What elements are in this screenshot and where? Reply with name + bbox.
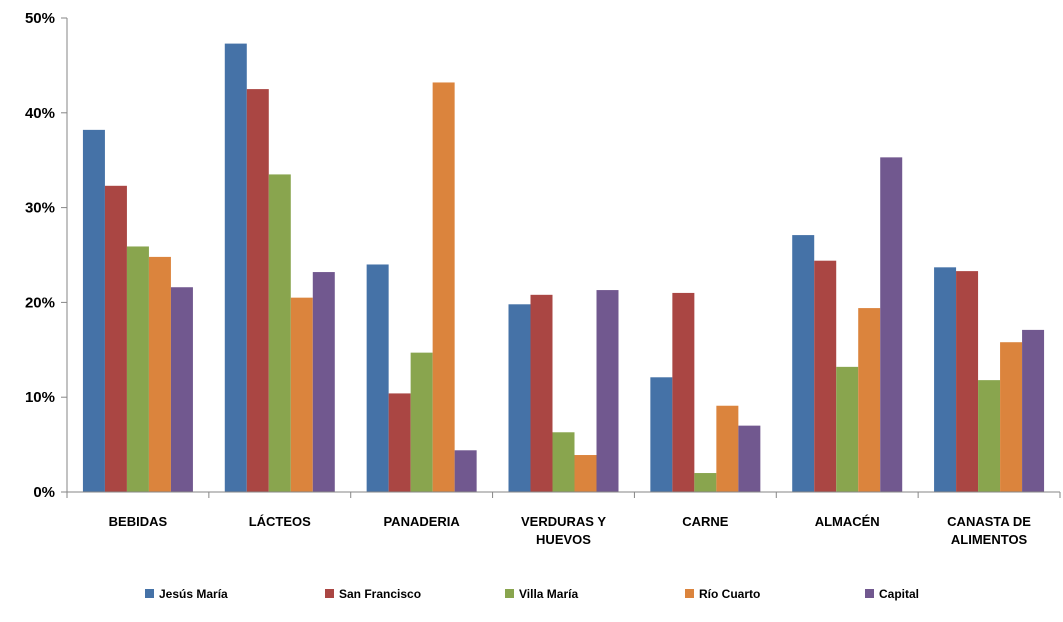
legend-label: Capital xyxy=(879,587,919,601)
bar xyxy=(694,473,717,492)
bar xyxy=(170,287,193,492)
legend-label: Villa María xyxy=(519,587,578,601)
legend-item: Villa María xyxy=(505,587,578,601)
bar xyxy=(934,267,957,492)
y-tick-label: 50% xyxy=(25,10,55,27)
bar xyxy=(596,290,619,492)
bars xyxy=(82,43,1045,493)
x-category-label: ALMACÉN xyxy=(815,514,880,529)
bar xyxy=(454,450,477,492)
bar xyxy=(956,271,979,492)
bar xyxy=(738,425,761,492)
bar xyxy=(1000,342,1023,492)
bar xyxy=(410,352,433,492)
bar xyxy=(312,272,335,492)
y-tick-label: 0% xyxy=(33,484,55,501)
y-tick-label: 20% xyxy=(25,294,55,311)
bar xyxy=(126,246,149,492)
legend-label: Río Cuarto xyxy=(699,587,760,601)
bar xyxy=(290,297,313,492)
bar xyxy=(650,377,673,492)
bar xyxy=(836,366,859,492)
legend-label: San Francisco xyxy=(339,587,421,601)
y-tick-label: 30% xyxy=(25,200,55,217)
bar xyxy=(432,82,455,493)
legend-swatch xyxy=(325,589,334,598)
bar xyxy=(978,380,1001,492)
bar xyxy=(552,432,575,492)
x-category-label: CANASTA DE ALIMENTOS xyxy=(947,514,1031,547)
legend-swatch xyxy=(145,589,154,598)
bar xyxy=(814,260,837,492)
y-axis: 0% 10% 20% 30% 40% 50% xyxy=(25,10,68,501)
bar xyxy=(530,294,553,492)
bar xyxy=(148,256,171,492)
legend: Jesús María San Francisco Villa María Río C… xyxy=(145,587,919,601)
bar xyxy=(104,185,127,492)
bar xyxy=(672,292,695,492)
bar xyxy=(1022,329,1045,492)
y-tick-label: 10% xyxy=(25,389,55,406)
x-category-label: LÁCTEOS xyxy=(249,514,311,529)
legend-item: Jesús María xyxy=(145,587,228,601)
x-category-label: PANADERIA xyxy=(383,514,460,529)
y-tick-label: 40% xyxy=(25,105,55,122)
legend-swatch xyxy=(685,589,694,598)
bar xyxy=(82,129,105,492)
bar xyxy=(716,405,739,492)
legend-swatch xyxy=(505,589,514,598)
legend-label: Jesús María xyxy=(159,587,228,601)
bar xyxy=(858,308,881,492)
bar xyxy=(508,304,531,492)
bar xyxy=(224,43,247,492)
legend-item: Río Cuarto xyxy=(685,587,760,601)
legend-swatch xyxy=(865,589,874,598)
bar xyxy=(574,455,597,492)
bar xyxy=(246,89,269,492)
x-category-label: VERDURAS Y HUEVOS xyxy=(521,514,606,547)
bar xyxy=(388,393,411,492)
x-category-label: CARNE xyxy=(682,514,729,529)
bar xyxy=(366,264,389,492)
bar xyxy=(792,235,815,493)
bar xyxy=(268,174,291,493)
legend-item: Capital xyxy=(865,587,919,601)
legend-item: San Francisco xyxy=(325,587,421,601)
x-category-label: BEBIDAS xyxy=(109,514,168,529)
bar xyxy=(880,157,903,492)
x-axis: BEBIDAS LÁCTEOS PANADERIA VERDURAS Y HUEVOS C… xyxy=(66,491,1061,547)
